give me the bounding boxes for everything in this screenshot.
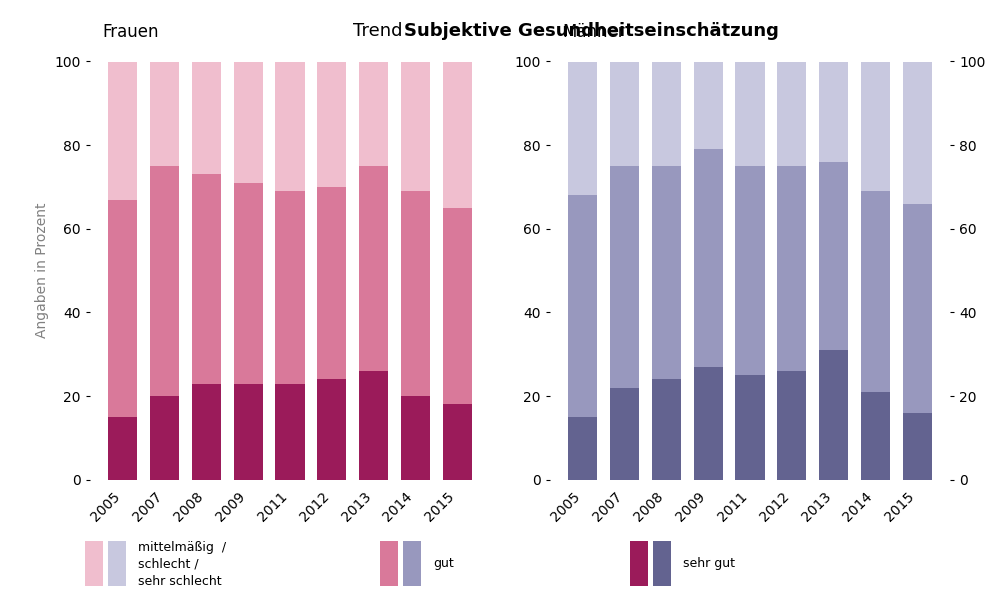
Bar bbox=[150, 396, 179, 480]
Bar bbox=[819, 350, 848, 480]
Bar bbox=[380, 541, 398, 586]
Bar bbox=[108, 199, 137, 417]
Bar bbox=[777, 62, 806, 166]
Bar bbox=[403, 541, 421, 586]
Text: Trend: Trend bbox=[353, 22, 408, 39]
Bar bbox=[903, 62, 932, 204]
Text: sehr gut: sehr gut bbox=[683, 557, 735, 570]
Bar bbox=[401, 62, 430, 191]
Bar bbox=[694, 367, 723, 480]
Bar bbox=[653, 541, 671, 586]
Bar bbox=[359, 166, 388, 371]
Text: gut: gut bbox=[433, 557, 454, 570]
Bar bbox=[610, 62, 639, 166]
Bar bbox=[317, 187, 346, 379]
Y-axis label: Angaben in Prozent: Angaben in Prozent bbox=[35, 203, 49, 338]
Bar bbox=[819, 162, 848, 350]
Bar bbox=[652, 62, 681, 166]
Bar bbox=[903, 204, 932, 413]
Bar bbox=[401, 191, 430, 396]
Bar bbox=[735, 375, 765, 480]
Bar bbox=[861, 191, 890, 392]
Bar bbox=[777, 166, 806, 371]
Bar bbox=[359, 371, 388, 480]
Bar bbox=[108, 417, 137, 480]
Bar bbox=[234, 62, 263, 183]
Bar bbox=[275, 384, 305, 480]
Bar bbox=[108, 62, 137, 199]
Bar bbox=[652, 166, 681, 379]
Bar bbox=[401, 396, 430, 480]
Bar bbox=[443, 62, 472, 208]
Bar bbox=[610, 166, 639, 387]
Bar bbox=[568, 196, 597, 417]
Bar bbox=[150, 166, 179, 396]
Bar bbox=[735, 62, 765, 166]
Bar bbox=[150, 62, 179, 166]
Bar bbox=[85, 541, 103, 586]
Bar bbox=[275, 62, 305, 191]
Bar bbox=[610, 387, 639, 480]
Bar bbox=[359, 62, 388, 166]
Bar bbox=[861, 392, 890, 480]
Text: mittelmäßig  /
schlecht /
sehr schlecht: mittelmäßig / schlecht / sehr schlecht bbox=[138, 541, 226, 588]
Bar bbox=[317, 379, 346, 480]
Bar bbox=[443, 208, 472, 405]
Bar bbox=[694, 62, 723, 149]
Bar bbox=[192, 62, 221, 175]
Bar bbox=[234, 384, 263, 480]
Bar bbox=[275, 191, 305, 384]
Bar bbox=[903, 413, 932, 480]
Bar bbox=[819, 62, 848, 162]
Bar bbox=[234, 183, 263, 384]
Bar bbox=[192, 175, 221, 384]
Bar bbox=[861, 62, 890, 191]
Bar bbox=[735, 166, 765, 375]
Text: Frauen: Frauen bbox=[102, 23, 158, 41]
Bar bbox=[317, 62, 346, 187]
Bar bbox=[568, 62, 597, 196]
Bar bbox=[192, 384, 221, 480]
Text: Subjektive Gesundheitseinschätzung: Subjektive Gesundheitseinschätzung bbox=[404, 22, 779, 39]
Text: Männer: Männer bbox=[562, 23, 625, 41]
Bar bbox=[568, 417, 597, 480]
Bar bbox=[443, 405, 472, 480]
Bar bbox=[630, 541, 648, 586]
Bar bbox=[652, 379, 681, 480]
Bar bbox=[777, 371, 806, 480]
Bar bbox=[108, 541, 126, 586]
Bar bbox=[694, 149, 723, 367]
